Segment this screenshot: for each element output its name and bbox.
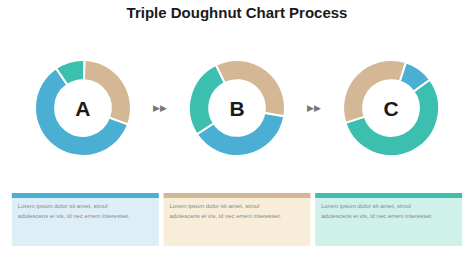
text-box-border bbox=[12, 193, 159, 198]
slice bbox=[343, 60, 406, 123]
box-text-line: Lorem ipsum dolor sit amet, simul bbox=[321, 203, 411, 209]
text-box-border bbox=[164, 193, 311, 198]
title: Triple Doughnut Chart Process bbox=[127, 4, 348, 21]
slice bbox=[189, 65, 225, 134]
arrow: ▶▶ bbox=[153, 103, 167, 113]
chart: Triple Doughnut Chart Process A Lorem ipsu… bbox=[0, 0, 474, 266]
text-box bbox=[164, 198, 311, 246]
box-text: Lorem ipsum dolor sit amet, simul adolesc… bbox=[18, 203, 130, 219]
arrow: ▶▶ bbox=[307, 103, 321, 113]
box-text-line: Lorem ipsum dolor sit amet, simul bbox=[170, 203, 260, 209]
donut: C bbox=[343, 60, 439, 156]
text-box-border bbox=[315, 193, 462, 198]
slice bbox=[216, 60, 285, 116]
box-text-line: adolescens ei vis, id nec errem interess… bbox=[321, 213, 433, 219]
slice bbox=[84, 60, 131, 124]
slice bbox=[56, 60, 85, 85]
donut: B bbox=[189, 60, 285, 156]
box-text: Lorem ipsum dolor sit amet, simul adolesc… bbox=[170, 203, 282, 219]
center-label: A bbox=[75, 97, 90, 120]
center-label: B bbox=[229, 97, 244, 120]
text-box bbox=[12, 198, 159, 246]
box-text-line: Lorem ipsum dolor sit amet, simul bbox=[18, 203, 108, 209]
box-text: Lorem ipsum dolor sit amet, simul adolesc… bbox=[321, 203, 433, 219]
donut: A bbox=[35, 60, 131, 156]
box-text-line: adolescens ei vis, id nec errem interess… bbox=[170, 213, 282, 219]
text-box bbox=[315, 198, 462, 246]
box-text-line: adolescens ei vis, id nec errem interess… bbox=[18, 213, 130, 219]
center-label: C bbox=[383, 97, 398, 120]
